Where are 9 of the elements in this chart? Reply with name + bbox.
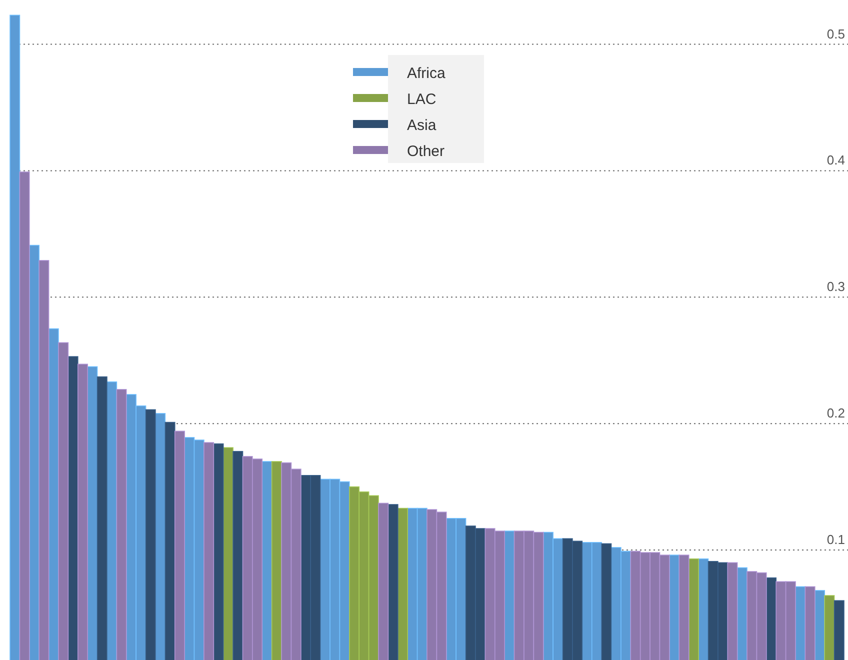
- legend-label: Africa: [407, 65, 446, 82]
- legend-label: LAC: [407, 91, 436, 108]
- y-tick-label: 0.1: [826, 532, 845, 547]
- y-tick-label: 0.4: [826, 152, 845, 168]
- y-tick-label: 0.2: [826, 406, 845, 421]
- y-tick-label: 0.3: [826, 279, 845, 294]
- legend-label: Other: [407, 143, 445, 160]
- y-tick-label: 0.5: [826, 26, 845, 42]
- legend-label: Asia: [407, 117, 437, 134]
